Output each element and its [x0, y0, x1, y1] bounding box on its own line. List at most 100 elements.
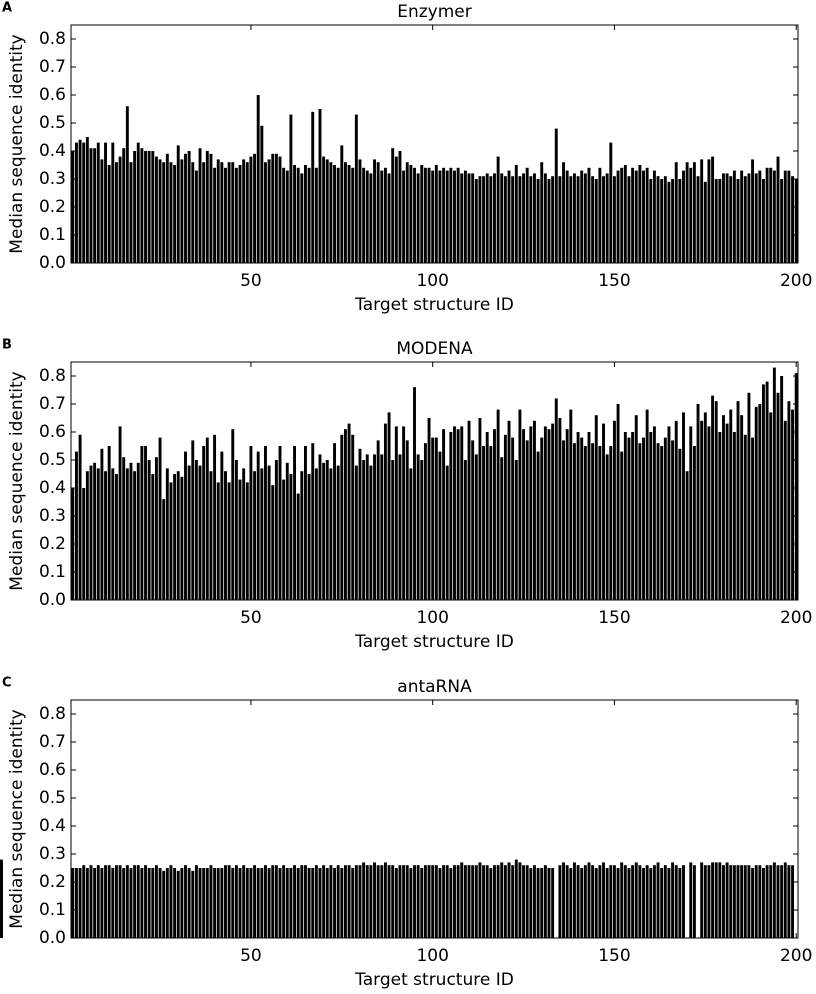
bar — [540, 162, 544, 263]
bar — [747, 865, 751, 938]
bar — [503, 865, 507, 938]
bar — [762, 384, 765, 600]
bar — [271, 485, 275, 600]
bar — [434, 437, 438, 600]
bar — [529, 176, 533, 263]
bar — [0, 859, 3, 938]
bar — [82, 142, 86, 263]
bar — [503, 176, 507, 263]
bar — [598, 865, 602, 938]
bar — [602, 423, 605, 600]
bar — [652, 865, 656, 938]
bar — [442, 865, 446, 938]
bar — [623, 865, 627, 938]
bar — [663, 437, 667, 600]
bar — [336, 167, 340, 263]
bar — [445, 865, 449, 938]
bar — [627, 176, 631, 263]
bar — [271, 865, 275, 938]
bar — [122, 868, 126, 938]
bar — [304, 165, 307, 263]
bar — [347, 423, 351, 600]
bar — [180, 868, 184, 938]
bar — [783, 420, 787, 600]
bar — [467, 865, 471, 938]
bar — [514, 165, 518, 263]
bar — [536, 451, 540, 600]
bar — [151, 151, 155, 263]
bar — [176, 471, 180, 600]
bar — [165, 868, 169, 938]
bar — [202, 868, 206, 938]
bar — [707, 159, 711, 263]
bar — [122, 457, 126, 600]
bar — [104, 142, 107, 263]
bar — [213, 434, 217, 600]
bar — [722, 415, 725, 600]
bar — [645, 865, 649, 938]
bar — [576, 432, 580, 600]
bar — [671, 179, 675, 263]
bar — [409, 468, 413, 600]
bar — [296, 167, 300, 263]
bar — [213, 167, 217, 263]
bar — [213, 868, 217, 938]
bar — [118, 156, 122, 263]
bar — [674, 865, 678, 938]
bar — [216, 159, 220, 263]
bar — [518, 176, 522, 263]
bar — [140, 148, 144, 263]
bar — [765, 167, 769, 263]
x-axis-label: Target structure ID — [354, 295, 514, 315]
bar — [514, 460, 518, 600]
bar — [238, 165, 242, 263]
bar — [645, 409, 649, 600]
bar — [129, 162, 133, 263]
bar — [634, 415, 638, 600]
bar — [365, 865, 369, 938]
bar — [740, 170, 744, 263]
bar — [605, 173, 609, 263]
bar — [358, 159, 362, 263]
bar — [184, 451, 187, 600]
bar — [394, 426, 398, 600]
bar — [405, 865, 409, 938]
bar — [453, 426, 456, 600]
chart-title: MODENA — [396, 339, 473, 359]
bar — [78, 139, 82, 263]
bar — [427, 865, 431, 938]
bar — [369, 865, 373, 938]
y-tick-label: 0.2 — [39, 197, 66, 217]
bar — [434, 165, 438, 263]
bar — [176, 870, 180, 938]
bar — [125, 468, 129, 600]
bar — [754, 865, 758, 938]
bar — [238, 479, 242, 600]
bar — [587, 862, 591, 938]
bar — [89, 465, 93, 600]
bar — [191, 870, 195, 938]
bar — [293, 865, 297, 938]
bar — [703, 865, 707, 938]
bar — [209, 865, 213, 938]
bar — [438, 868, 442, 938]
plot-frame — [70, 24, 799, 264]
bar — [234, 167, 238, 263]
bar — [423, 443, 427, 600]
bar — [420, 165, 424, 263]
bar — [667, 426, 671, 600]
bar — [718, 862, 722, 938]
bar — [340, 868, 344, 938]
bar — [623, 432, 627, 600]
bar — [772, 170, 776, 263]
bar — [616, 404, 620, 600]
bar — [285, 462, 289, 600]
bar — [496, 409, 500, 600]
bar — [311, 868, 315, 938]
bar — [169, 482, 173, 600]
bar — [485, 865, 489, 938]
bar — [725, 173, 729, 263]
bar — [416, 865, 420, 938]
bar — [224, 167, 227, 263]
bar — [394, 156, 398, 263]
